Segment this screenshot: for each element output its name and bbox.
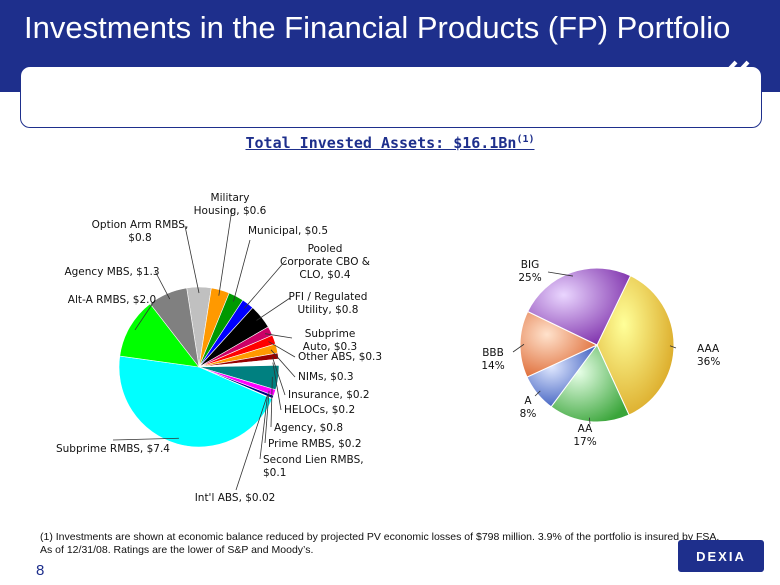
portfolio-rating-pie: AAA 36%AA 17%A 8%BBB 14%BIG 25%	[481, 259, 720, 448]
rating-leader-bbb	[512, 343, 525, 353]
slice-label-nims-0-3: NIMs, $0.3	[298, 371, 354, 383]
rating-slice-aaa	[596, 274, 675, 416]
slice-label-other-abs-0-3-line: Other ABS, $0.3	[298, 351, 382, 363]
slice-label-pooled-corporate-cbo-clo-0-4-line: CLO, $0.4	[299, 269, 350, 281]
leader-line-insurance-0-2	[271, 356, 286, 396]
page-title: Investments in the Financial Products (F…	[24, 10, 731, 45]
slice-label-agency-mbs-1-3-line: Agency MBS, $1.3	[64, 266, 159, 278]
slice-label-municipal-0-5-line: Municipal, $0.5	[248, 225, 328, 237]
rating-slice-bbb	[519, 310, 599, 378]
slice-label-agency-mbs-1-3: Agency MBS, $1.3	[64, 266, 159, 278]
leader-line-military-housing-0-6	[218, 208, 233, 296]
slice-label-other-abs-0-3: Other ABS, $0.3	[298, 351, 382, 363]
footnote-line-2: As of 12/31/08. Ratings are the lower of…	[40, 544, 314, 556]
slice-label-military-housing-0-6-line: Military	[211, 192, 250, 204]
rating-label-aaa: AAA 36%	[697, 343, 720, 368]
slice-label-pooled-corporate-cbo-clo-0-4-line: Corporate CBO &	[280, 256, 370, 268]
rating-label-a-line: 8%	[520, 408, 537, 420]
slice-label-option-arm-rmbs-0-8-line: $0.8	[128, 232, 151, 244]
slice-label-insurance-0-2-line: Insurance, $0.2	[288, 389, 370, 401]
rating-slice-big	[526, 267, 632, 346]
leader-line-subprime-auto-0-3	[265, 333, 293, 339]
slice-label-municipal-0-5: Municipal, $0.5	[248, 225, 328, 237]
slice-label-subprime-auto-0-3: Subprime Auto, $0.3	[303, 328, 357, 353]
slice-label-prime-rmbs-0-2-line: Prime RMBS, $0.2	[268, 438, 362, 450]
leader-line-other-abs-0-3	[268, 341, 296, 358]
rating-slice-aa	[550, 344, 630, 423]
slice-label-military-housing-0-6-line: Housing, $0.6	[194, 205, 267, 217]
slice-label-alt-a-rmbs-2-0: Alt-A RMBS, $2.0	[68, 294, 156, 306]
leader-line-helocs-0-2	[272, 362, 282, 411]
slice-label-option-arm-rmbs-0-8-line: Option Arm RMBS,	[92, 219, 189, 231]
rating-leader-a	[534, 390, 541, 397]
rating-label-big: BIG 25%	[518, 259, 541, 284]
rating-label-big-line: BIG	[521, 259, 539, 271]
rating-leader-big	[547, 271, 574, 277]
slice-label-alt-a-rmbs-2-0-line: Alt-A RMBS, $2.0	[68, 294, 156, 306]
slice-label-pooled-corporate-cbo-clo-0-4: Pooled Corporate CBO & CLO, $0.4	[280, 243, 370, 281]
slice-label-military-housing-0-6: Military Housing, $0.6	[194, 192, 267, 217]
slice-label-int-l-abs-0-02: Int'l ABS, $0.02	[195, 492, 276, 504]
leader-line-int-l-abs-0-02	[235, 396, 268, 491]
rating-label-a: A 8%	[520, 395, 537, 420]
portfolio-sector-pie: Subprime RMBS, $7.4 Alt-A RMBS, $2.0 Agenc…	[56, 192, 382, 504]
slice-label-subprime-rmbs-7-4-line: Subprime RMBS, $7.4	[56, 443, 170, 455]
chart-subtitle: Total Invested Assets: $16.1Bn(1)	[0, 134, 780, 152]
leader-line-prime-rmbs-0-2	[264, 390, 270, 444]
slice-label-second-lien-rmbs-0-1-line: $0.1	[263, 467, 286, 479]
leader-line-nims-0-3	[270, 349, 296, 378]
rating-leader-aaa	[669, 345, 677, 349]
rating-label-big-line: 25%	[518, 272, 541, 284]
slice-label-nims-0-3-line: NIMs, $0.3	[298, 371, 354, 383]
leader-line-pooled-corporate-cbo-clo-0-4	[243, 259, 287, 309]
slice-label-subprime-auto-0-3-line: Subprime	[305, 328, 356, 340]
slice-label-subprime-auto-0-3-line: Auto, $0.3	[303, 341, 357, 353]
slice-label-helocs-0-2: HELOCs, $0.2	[284, 404, 355, 416]
slice-label-agency-0-8-line: Agency, $0.8	[274, 422, 343, 434]
slice-label-pfi-regulated-utility-0-8-line: PFI / Regulated	[289, 291, 368, 303]
pie-slice-agency-mbs-1-3	[149, 287, 200, 368]
rating-label-bbb: BBB 14%	[481, 347, 504, 372]
rating-label-bbb-line: BBB	[482, 347, 504, 359]
slice-label-pooled-corporate-cbo-clo-0-4-line: Pooled	[308, 243, 343, 255]
subtitle-footnote-mark: (1)	[516, 134, 535, 145]
slice-label-subprime-rmbs-7-4: Subprime RMBS, $7.4	[56, 443, 170, 455]
rating-label-aa-line: 17%	[573, 436, 596, 448]
rating-label-bbb-line: 14%	[481, 360, 504, 372]
rating-leader-aa	[588, 417, 591, 425]
slice-label-insurance-0-2: Insurance, $0.2	[288, 389, 370, 401]
slice-label-second-lien-rmbs-0-1-line: Second Lien RMBS,	[263, 454, 364, 466]
leader-line-alt-a-rmbs-2-0	[134, 299, 156, 331]
leader-line-second-lien-rmbs-0-1	[259, 394, 268, 460]
leader-line-agency-mbs-1-3	[154, 270, 171, 300]
slice-label-pfi-regulated-utility-0-8-line: Utility, $0.8	[298, 304, 359, 316]
leader-line-municipal-0-5	[233, 239, 251, 302]
rating-label-aa: AA 17%	[573, 423, 596, 448]
slice-label-option-arm-rmbs-0-8: Option Arm RMBS, $0.8	[92, 219, 189, 244]
rating-label-a-line: A	[524, 395, 532, 407]
leader-line-agency-0-8	[270, 376, 273, 428]
rating-label-aa-line: AA	[578, 423, 593, 435]
slice-label-int-l-abs-0-02-line: Int'l ABS, $0.02	[195, 492, 276, 504]
subtitle-text: Total Invested Assets: $16.1Bn	[245, 134, 517, 152]
header-panel	[20, 66, 762, 128]
rating-label-aaa-line: AAA	[697, 343, 720, 355]
slice-label-helocs-0-2-line: HELOCs, $0.2	[284, 404, 355, 416]
decorative-slash-icon	[704, 60, 750, 96]
pie-slice-subprime-rmbs-7-4	[118, 355, 273, 448]
page-number: 8	[36, 562, 45, 579]
slice-label-agency-0-8: Agency, $0.8	[274, 422, 343, 434]
slice-label-pfi-regulated-utility-0-8: PFI / Regulated Utility, $0.8	[289, 291, 368, 316]
leader-line-option-arm-rmbs-0-8	[184, 225, 200, 294]
leader-line-subprime-rmbs-7-4	[112, 437, 179, 441]
pie-slice-alt-a-rmbs-2-0	[119, 303, 200, 368]
footnote: (1) Investments are shown at economic ba…	[40, 531, 719, 557]
leader-line-pfi-regulated-utility-0-8	[256, 297, 291, 321]
footnote-line-1: (1) Investments are shown at economic ba…	[40, 531, 720, 543]
slice-label-prime-rmbs-0-2: Prime RMBS, $0.2	[268, 438, 362, 450]
rating-label-aaa-line: 36%	[697, 356, 720, 368]
slice-label-second-lien-rmbs-0-1: Second Lien RMBS, $0.1	[263, 454, 364, 479]
dexia-logo: DEXIA	[678, 540, 764, 572]
